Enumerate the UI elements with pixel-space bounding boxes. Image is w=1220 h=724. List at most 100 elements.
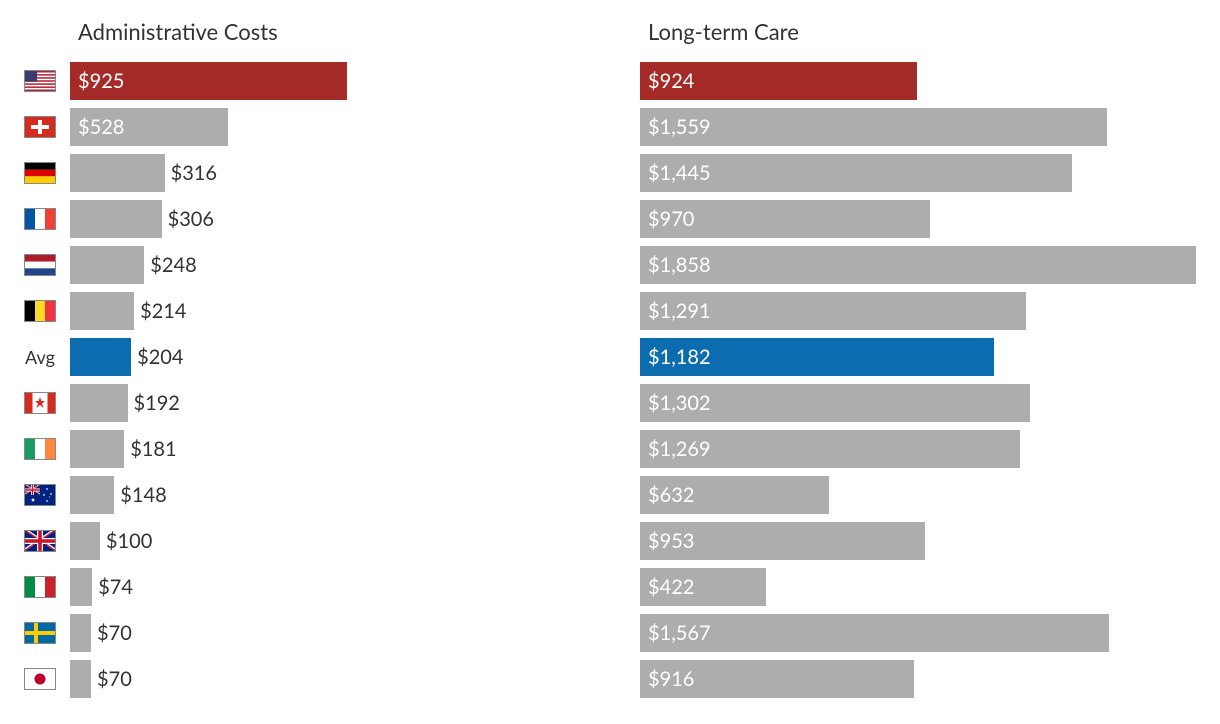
row-label-avg: Avg <box>10 334 70 380</box>
bar-row-admin-de: $316 <box>70 150 640 196</box>
bar-value-ltc-ie: $1,269 <box>640 437 711 461</box>
bar-row-ltc-it: $422 <box>640 564 1210 610</box>
row-label-gb <box>10 518 70 564</box>
bar-ltc-se: $1,567 <box>640 614 1109 652</box>
panel-title-ltc: Long-term Care <box>640 20 1210 58</box>
bar-row-ltc-fr: $970 <box>640 196 1210 242</box>
row-label-au <box>10 472 70 518</box>
row-label-nl <box>10 242 70 288</box>
bar-row-admin-ca: $192 <box>70 380 640 426</box>
bar-admin-ca <box>70 384 128 422</box>
bar-admin-de <box>70 154 165 192</box>
bar-row-admin-gb: $100 <box>70 518 640 564</box>
row-label-ch <box>10 104 70 150</box>
be-flag-icon <box>24 300 56 322</box>
bar-value-admin-fr: $306 <box>162 207 214 231</box>
bar-admin-nl <box>70 246 144 284</box>
bar-row-admin-au: $148 <box>70 472 640 518</box>
bar-admin-ch: $528 <box>70 108 228 146</box>
row-label-fr <box>10 196 70 242</box>
bar-value-admin-be: $214 <box>134 299 186 323</box>
ch-flag-icon <box>24 116 56 138</box>
bar-row-ltc-se: $1,567 <box>640 610 1210 656</box>
bar-value-admin-gb: $100 <box>100 529 152 553</box>
bar-value-admin-ch: $528 <box>70 115 124 139</box>
bar-ltc-fr: $970 <box>640 200 930 238</box>
bar-value-ltc-au: $632 <box>640 483 694 507</box>
us-flag-icon <box>24 70 56 92</box>
bar-ltc-be: $1,291 <box>640 292 1026 330</box>
bar-value-ltc-it: $422 <box>640 575 694 599</box>
row-label-de <box>10 150 70 196</box>
bar-ltc-nl: $1,858 <box>640 246 1196 284</box>
bar-value-admin-se: $70 <box>91 621 132 645</box>
bar-value-admin-ca: $192 <box>128 391 180 415</box>
bar-row-ltc-ch: $1,559 <box>640 104 1210 150</box>
bar-admin-it <box>70 568 92 606</box>
bar-row-admin-se: $70 <box>70 610 640 656</box>
de-flag-icon <box>24 162 56 184</box>
row-label-se <box>10 610 70 656</box>
bar-value-ltc-gb: $953 <box>640 529 694 553</box>
bar-ltc-jp: $916 <box>640 660 914 698</box>
bar-row-ltc-au: $632 <box>640 472 1210 518</box>
jp-flag-icon <box>24 668 56 690</box>
bar-row-ltc-nl: $1,858 <box>640 242 1210 288</box>
bar-value-ltc-avg: $1,182 <box>640 345 711 369</box>
bar-value-ltc-ca: $1,302 <box>640 391 711 415</box>
bar-row-ltc-ie: $1,269 <box>640 426 1210 472</box>
panel-longterm-care: Long-term Care $924 $1,559 $1,445 $970 $1,85… <box>640 20 1210 702</box>
healthcare-cost-chart: Avg Administrative Costs $925 $528 $316 $30… <box>10 20 1210 702</box>
bar-admin-ie <box>70 430 124 468</box>
row-label-it <box>10 564 70 610</box>
bar-admin-avg <box>70 338 131 376</box>
nl-flag-icon <box>24 254 56 276</box>
bar-row-ltc-gb: $953 <box>640 518 1210 564</box>
bar-row-ltc-de: $1,445 <box>640 150 1210 196</box>
bar-admin-gb <box>70 522 100 560</box>
row-label-us <box>10 58 70 104</box>
ca-flag-icon <box>24 392 56 414</box>
bar-admin-au <box>70 476 114 514</box>
bar-row-ltc-jp: $916 <box>640 656 1210 702</box>
bar-admin-jp <box>70 660 91 698</box>
panel-title-admin: Administrative Costs <box>70 20 640 58</box>
bar-admin-fr <box>70 200 162 238</box>
row-label-ca <box>10 380 70 426</box>
bar-value-admin-it: $74 <box>92 575 133 599</box>
bar-ltc-gb: $953 <box>640 522 925 560</box>
bar-ltc-ie: $1,269 <box>640 430 1020 468</box>
gb-flag-icon <box>24 530 56 552</box>
bar-value-ltc-be: $1,291 <box>640 299 711 323</box>
bar-value-admin-jp: $70 <box>91 667 132 691</box>
bar-row-admin-fr: $306 <box>70 196 640 242</box>
bar-row-ltc-avg: $1,182 <box>640 334 1210 380</box>
bar-admin-us: $925 <box>70 62 347 100</box>
ie-flag-icon <box>24 438 56 460</box>
bar-row-ltc-ca: $1,302 <box>640 380 1210 426</box>
bar-row-ltc-us: $924 <box>640 58 1210 104</box>
row-labels-column: Avg <box>10 20 70 702</box>
bar-row-ltc-be: $1,291 <box>640 288 1210 334</box>
bar-value-ltc-us: $924 <box>640 69 694 93</box>
bar-value-admin-avg: $204 <box>131 345 183 369</box>
se-flag-icon <box>24 622 56 644</box>
bar-ltc-it: $422 <box>640 568 766 606</box>
au-flag-icon <box>24 484 56 506</box>
bar-value-admin-us: $925 <box>70 69 124 93</box>
bar-value-admin-ie: $181 <box>124 437 176 461</box>
bar-row-admin-it: $74 <box>70 564 640 610</box>
bar-ltc-au: $632 <box>640 476 829 514</box>
bar-ltc-ca: $1,302 <box>640 384 1030 422</box>
bar-value-admin-de: $316 <box>165 161 217 185</box>
bar-value-admin-au: $148 <box>114 483 166 507</box>
bar-value-ltc-fr: $970 <box>640 207 694 231</box>
bar-value-ltc-jp: $916 <box>640 667 694 691</box>
bar-admin-be <box>70 292 134 330</box>
bar-value-ltc-ch: $1,559 <box>640 115 711 139</box>
bar-row-admin-avg: $204 <box>70 334 640 380</box>
bar-ltc-us: $924 <box>640 62 917 100</box>
row-label-ie <box>10 426 70 472</box>
bar-row-admin-be: $214 <box>70 288 640 334</box>
bar-row-admin-jp: $70 <box>70 656 640 702</box>
